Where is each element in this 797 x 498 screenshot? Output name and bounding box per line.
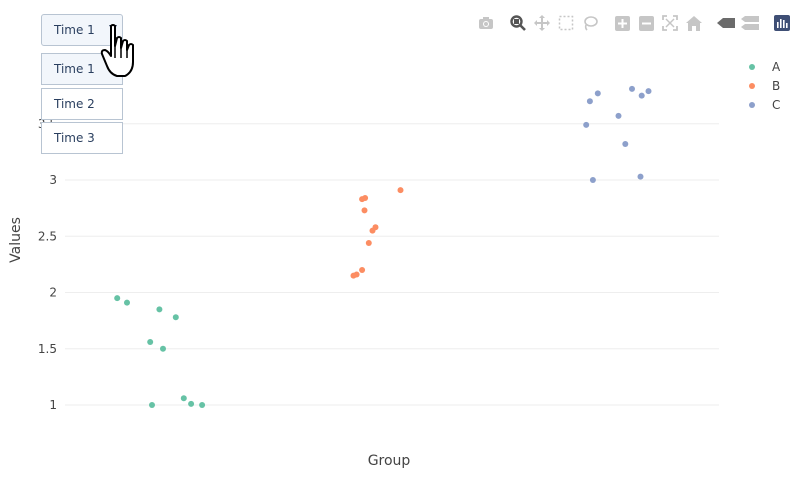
- legend-marker: [749, 64, 755, 70]
- legend-item-a[interactable]: A: [749, 60, 781, 74]
- data-point-a: [180, 395, 187, 402]
- dropdown-option-time-2[interactable]: Time 2: [41, 88, 123, 120]
- reset-axes-icon[interactable]: [685, 14, 703, 32]
- y-tick-label: 2.5: [38, 229, 57, 243]
- data-point-c: [586, 98, 593, 105]
- x-axis-title: Group: [368, 453, 411, 469]
- data-point-a: [156, 306, 163, 313]
- y-tick-label: 3: [49, 173, 57, 187]
- data-point-c: [638, 92, 645, 99]
- data-point-a: [149, 402, 155, 408]
- data-point-b: [365, 240, 372, 246]
- legend[interactable]: ABC: [749, 60, 781, 112]
- spike-lines-icon[interactable]: [717, 14, 735, 32]
- data-point-c: [645, 88, 652, 95]
- camera-icon[interactable]: [477, 14, 495, 32]
- pan-icon[interactable]: [533, 14, 551, 32]
- time-dropdown[interactable]: Time 1: [41, 14, 123, 46]
- data-point-c: [589, 177, 596, 183]
- box-select-icon[interactable]: [557, 14, 575, 32]
- y-tick-label: 2: [49, 286, 57, 300]
- data-point-c: [637, 173, 644, 180]
- dropdown-option-time-3[interactable]: Time 3: [41, 122, 123, 154]
- legend-label: C: [772, 98, 780, 112]
- data-point-a: [188, 400, 195, 407]
- data-points: [114, 85, 652, 408]
- legend-item-b[interactable]: B: [749, 79, 780, 93]
- hand-cursor-icon: [100, 24, 134, 77]
- y-tick-labels: 11.522.533.5: [38, 117, 57, 412]
- legend-label: A: [772, 60, 781, 74]
- data-point-b: [397, 187, 404, 194]
- legend-marker: [749, 83, 755, 89]
- data-point-b: [353, 271, 360, 278]
- compare-hover-icon[interactable]: [741, 14, 759, 32]
- dropdown-selected-label: Time 1: [54, 23, 95, 37]
- gridlines: [65, 123, 719, 406]
- zoom-out-icon[interactable]: [637, 14, 655, 32]
- data-point-a: [199, 402, 206, 408]
- data-point-c: [629, 85, 635, 92]
- data-point-a: [172, 314, 179, 321]
- data-point-c: [622, 141, 629, 147]
- data-point-c: [615, 112, 622, 119]
- data-point-a: [124, 299, 130, 306]
- zoom-icon[interactable]: [509, 14, 527, 32]
- data-point-a: [147, 339, 154, 345]
- lasso-icon[interactable]: [581, 14, 599, 32]
- zoom-in-icon[interactable]: [613, 14, 631, 32]
- y-axis-title: Values: [8, 217, 24, 263]
- data-point-b: [359, 267, 366, 273]
- data-point-b: [361, 207, 368, 214]
- data-point-a: [160, 345, 166, 352]
- data-point-b: [362, 195, 369, 201]
- y-tick-label: 1.5: [38, 342, 57, 356]
- y-tick-label: 1: [49, 398, 57, 412]
- data-point-b: [372, 224, 379, 231]
- data-point-a: [114, 295, 121, 302]
- data-point-c: [583, 121, 590, 128]
- legend-marker: [749, 102, 755, 108]
- legend-item-c[interactable]: C: [749, 98, 780, 112]
- data-point-c: [594, 90, 601, 97]
- autoscale-icon[interactable]: [661, 14, 679, 32]
- legend-label: B: [772, 79, 780, 93]
- plotly-logo-icon[interactable]: [773, 14, 791, 32]
